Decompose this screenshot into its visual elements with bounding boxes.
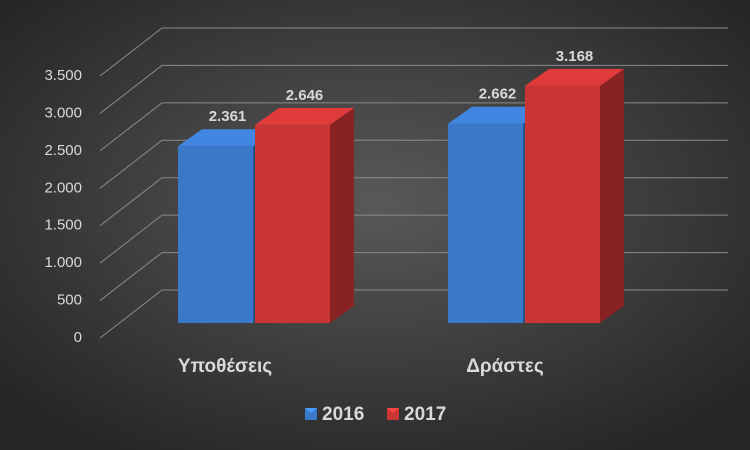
x-tick-label: Υποθέσεις: [178, 356, 272, 377]
y-tick-label: 2.000: [44, 179, 82, 196]
bar-top: [178, 129, 277, 147]
y-tick-label: 3.000: [44, 104, 82, 121]
bar-front: [178, 146, 253, 323]
legend-marker-top: [387, 408, 399, 413]
grid-line: [99, 64, 728, 114]
x-tick-label: Δράστες: [466, 356, 544, 377]
bar-top: [448, 106, 547, 124]
bar-front: [448, 123, 523, 323]
legend-marker: [305, 408, 317, 420]
value-label: 2.662: [479, 86, 517, 103]
bar-side: [600, 68, 624, 323]
y-tick-label: 500: [57, 292, 82, 309]
legend-marker: [387, 408, 399, 420]
legend-marker-top: [305, 408, 317, 413]
value-label: 2.646: [286, 87, 324, 104]
value-label: 2.361: [209, 108, 247, 125]
y-tick-label: 1.500: [44, 217, 82, 234]
bar-top: [255, 107, 354, 125]
y-tick-label: 3.500: [44, 67, 82, 84]
grid-line: [99, 27, 728, 77]
legend-label: 2017: [404, 404, 446, 425]
y-tick-label: 1.000: [44, 254, 82, 271]
value-label: 3.168: [556, 48, 594, 65]
bar-side: [330, 107, 354, 323]
y-tick-label: 2.500: [44, 142, 82, 159]
y-tick-label: 0: [74, 329, 82, 346]
legend-label: 2016: [322, 404, 364, 425]
bar-front: [255, 124, 330, 323]
bar-top: [525, 68, 624, 86]
bar-front: [525, 85, 600, 323]
